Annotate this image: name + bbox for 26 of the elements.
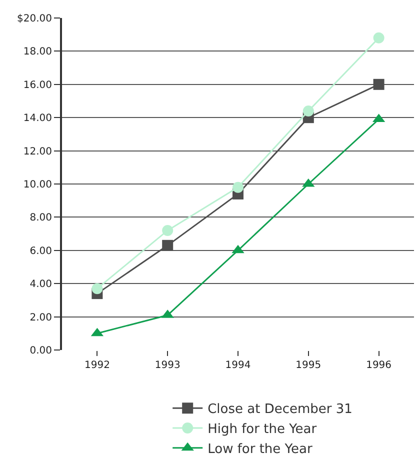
legend-label: High for the Year: [208, 422, 318, 438]
y-tick-label: $20.00: [17, 14, 52, 24]
point: [373, 32, 384, 44]
y-tick-label: 6.00: [30, 246, 52, 257]
y-tick-label: 14.00: [23, 113, 52, 124]
y-tick-label: 16.00: [23, 80, 52, 91]
point: [92, 283, 103, 294]
x-tick-label: 1993: [154, 360, 180, 371]
y-tick-label: 12.00: [23, 146, 52, 158]
point: [232, 182, 244, 193]
x-tick-label: 1995: [296, 360, 322, 371]
point: [162, 224, 174, 236]
y-tick-label: 8.00: [30, 212, 52, 224]
y-tick-label: 4.00: [30, 279, 52, 290]
point: [162, 240, 174, 251]
legend-label: Low for the Year: [208, 442, 313, 457]
point: [302, 105, 314, 116]
x-tick-label: 1996: [366, 360, 392, 371]
point: [373, 78, 384, 90]
legend-label: Close at December 31: [208, 402, 352, 418]
y-tick-label: 18.00: [23, 46, 52, 58]
y-tick-label: 10.00: [23, 180, 52, 190]
y-tick-label: 0.00: [30, 346, 52, 356]
y-tick-label: 2.00: [30, 312, 52, 324]
x-tick-label: 1992: [84, 360, 110, 371]
x-tick-label: 1994: [225, 360, 251, 371]
